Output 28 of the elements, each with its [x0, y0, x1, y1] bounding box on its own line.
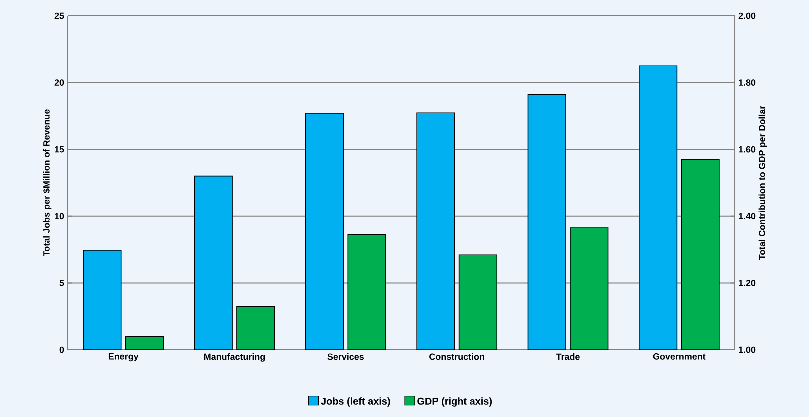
y2-tick-label: 1.80 — [739, 80, 756, 86]
y-tick-label: 5 — [60, 280, 64, 286]
bar — [528, 94, 566, 350]
x-tick-label: Services — [328, 354, 364, 360]
y-tick-label: 15 — [55, 146, 64, 153]
bar — [306, 113, 344, 350]
y-tick-label: 25 — [54, 12, 64, 20]
y-axis-title: Total Jobs per $Million of Revenue — [43, 110, 52, 257]
x-tick-label: Trade — [556, 354, 580, 360]
y-tick-label: 20 — [54, 80, 64, 86]
y2-axis-title: Total Contribution to GDP per Dollar — [758, 106, 768, 260]
bar — [83, 250, 122, 350]
bar — [639, 66, 678, 350]
y-tick-label: 10 — [55, 213, 64, 220]
y2-tick-label: 1.00 — [739, 346, 756, 354]
legend-label: Jobs (left axis) — [321, 398, 390, 407]
y2-tick-label: 1.60 — [739, 146, 756, 153]
x-tick-label: Energy — [108, 354, 139, 362]
y2-tick-label: 1.40 — [739, 213, 756, 220]
x-tick-label: Construction — [430, 354, 484, 360]
y-tick-label: 0 — [60, 346, 64, 354]
y2-tick-label: 1.20 — [739, 280, 756, 286]
bar — [194, 176, 233, 350]
legend-label: GDP (right axis) — [418, 398, 492, 407]
x-tick-label: Manufacturing — [204, 354, 266, 362]
x-tick-label: Government — [653, 354, 706, 360]
bar — [417, 113, 455, 350]
y2-tick-label: 2.00 — [738, 12, 756, 20]
